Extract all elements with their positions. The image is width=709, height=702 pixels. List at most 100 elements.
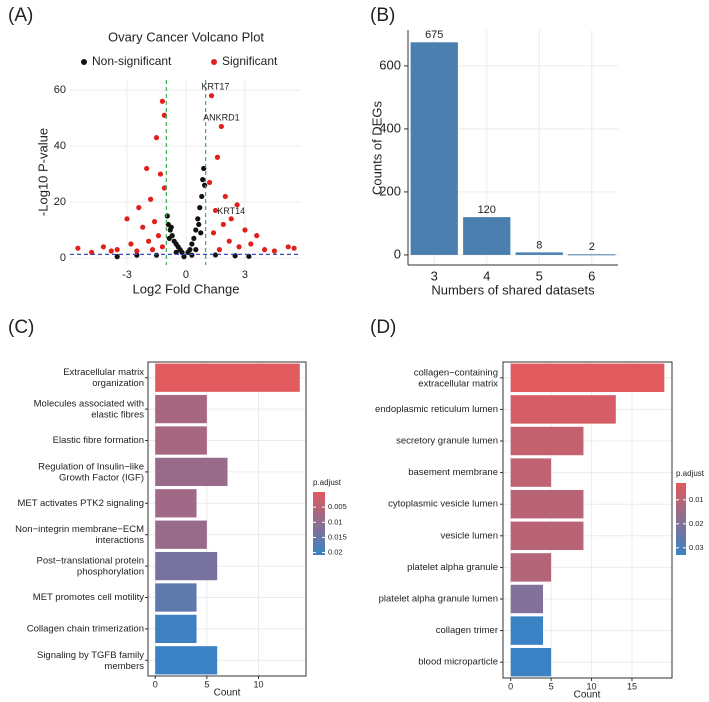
bar bbox=[155, 426, 207, 455]
x-tick-label: 3 bbox=[431, 268, 438, 283]
colorbar bbox=[676, 483, 686, 555]
bar bbox=[510, 647, 552, 677]
point bbox=[159, 98, 165, 104]
point bbox=[242, 227, 248, 233]
point bbox=[147, 196, 154, 202]
y-tick-label: Molecules associated with elastic fibres bbox=[34, 398, 145, 420]
point bbox=[208, 93, 215, 99]
y-tick-label: Signaling by TGFB family members bbox=[37, 649, 144, 671]
bar bbox=[510, 395, 616, 424]
point bbox=[193, 227, 199, 233]
annotation: ANKRD1 bbox=[203, 112, 240, 122]
y-tick-label: Extracellular matrix organization bbox=[63, 367, 144, 389]
point bbox=[153, 135, 160, 141]
legend-label: Non-significant bbox=[92, 54, 172, 68]
point bbox=[157, 171, 164, 177]
x-tick-label: 0 bbox=[508, 681, 513, 691]
colorbar bbox=[313, 492, 325, 555]
chart-title: Ovary Cancer Volcano Plot bbox=[108, 29, 264, 44]
point bbox=[285, 244, 291, 250]
x-tick-label: 0 bbox=[183, 269, 189, 281]
y-tick-label: platelet alpha granule bbox=[407, 562, 498, 573]
point bbox=[159, 244, 165, 250]
point bbox=[89, 249, 95, 256]
annotation: KRT14 bbox=[217, 206, 245, 216]
bar bbox=[515, 252, 563, 255]
x-tick-label: 10 bbox=[587, 681, 597, 691]
point bbox=[124, 216, 130, 222]
point bbox=[198, 230, 204, 236]
y-tick-label: Regulation of Insulin−like Growth Factor … bbox=[38, 461, 144, 483]
y-tick-label: Post−translational protein phosphorylatio… bbox=[37, 555, 144, 577]
point bbox=[212, 207, 219, 214]
y-tick-label: 20 bbox=[54, 196, 66, 208]
legend-marker bbox=[81, 59, 87, 65]
bar bbox=[155, 551, 218, 581]
y-tick-label: endoplasmic reticulum lumen bbox=[375, 404, 498, 415]
x-axis-label: Count bbox=[214, 688, 241, 699]
point bbox=[196, 221, 202, 228]
point bbox=[271, 248, 278, 254]
y-tick-label: MET promotes cell motility bbox=[33, 592, 144, 603]
point bbox=[189, 241, 195, 247]
annotation: KRT17 bbox=[202, 82, 230, 92]
point bbox=[151, 219, 158, 225]
colorbar-title: p.adjust bbox=[676, 469, 705, 478]
y-tick-label: collagen−containing extracellular matrix bbox=[414, 367, 498, 389]
point bbox=[195, 216, 201, 222]
y-tick-label: Elastic fibre formation bbox=[53, 435, 144, 446]
x-tick-label: 6 bbox=[588, 268, 595, 283]
x-tick-label: 0 bbox=[153, 679, 158, 689]
bar bbox=[568, 254, 616, 256]
colorbar-tick-label: 0.005 bbox=[328, 502, 347, 511]
x-tick-label: -3 bbox=[122, 269, 132, 281]
point bbox=[181, 254, 187, 260]
x-axis-label: Numbers of shared datasets bbox=[431, 282, 595, 297]
y-tick-label: cytoplasmic vesicle lumen bbox=[388, 499, 498, 510]
point bbox=[236, 244, 242, 250]
point bbox=[144, 165, 150, 172]
point bbox=[161, 112, 167, 118]
point bbox=[164, 213, 170, 219]
y-tick-label: vesicle lumen bbox=[440, 530, 498, 541]
panel-label: (A) bbox=[8, 5, 33, 26]
bar bbox=[510, 458, 552, 487]
y-tick-label: 200 bbox=[379, 183, 401, 198]
point bbox=[197, 205, 203, 211]
point bbox=[216, 247, 223, 253]
point bbox=[75, 245, 81, 251]
point bbox=[128, 241, 134, 247]
bar bbox=[155, 489, 197, 518]
y-tick-label: 0 bbox=[394, 246, 401, 261]
point bbox=[220, 221, 226, 228]
plot-border bbox=[147, 361, 307, 677]
bar bbox=[155, 363, 300, 392]
x-tick-label: 3 bbox=[242, 269, 248, 281]
point bbox=[155, 233, 162, 239]
point bbox=[228, 216, 234, 222]
bar bbox=[510, 426, 584, 456]
bar bbox=[510, 363, 665, 393]
point bbox=[191, 235, 197, 242]
bar bbox=[510, 616, 544, 645]
point bbox=[218, 123, 224, 130]
x-axis-label: Log2 Fold Change bbox=[133, 281, 240, 296]
colorbar-tick-label: 0.01 bbox=[689, 495, 704, 504]
data-label: 8 bbox=[536, 239, 542, 251]
point bbox=[262, 247, 268, 253]
x-tick-label: 10 bbox=[253, 679, 263, 689]
point bbox=[226, 238, 232, 244]
point bbox=[149, 247, 156, 253]
colorbar-tick-label: 0.02 bbox=[689, 519, 704, 528]
y-tick-label: 0 bbox=[60, 252, 66, 264]
bar bbox=[155, 646, 218, 675]
point bbox=[199, 193, 205, 200]
y-axis-label: Counts of DEGs bbox=[369, 101, 384, 195]
x-axis-label: Count bbox=[574, 690, 601, 701]
point bbox=[114, 254, 120, 260]
x-tick-label: 5 bbox=[549, 681, 554, 691]
point bbox=[248, 241, 254, 247]
y-tick-label: 600 bbox=[379, 57, 401, 72]
bar bbox=[155, 394, 207, 424]
